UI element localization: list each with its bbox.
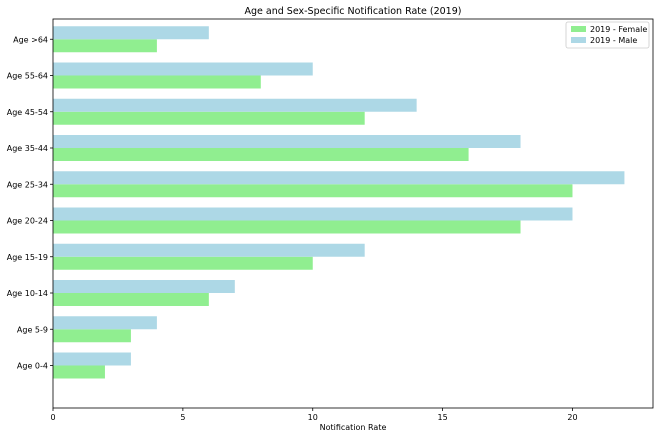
x-tick-label: 20 bbox=[567, 413, 577, 422]
y-tick-label: Age 25-34 bbox=[7, 180, 48, 189]
legend-swatch bbox=[571, 37, 586, 43]
bar-male-age-35-44 bbox=[53, 135, 521, 148]
legend-swatch bbox=[571, 26, 586, 32]
bar-female-age-25-34 bbox=[53, 184, 573, 198]
bar-female-age-10-14 bbox=[53, 293, 209, 306]
y-tick-label: Age 5-9 bbox=[17, 325, 48, 334]
bar-male-age-64 bbox=[53, 26, 209, 40]
chart-title: Age and Sex-Specific Notification Rate (… bbox=[245, 6, 462, 17]
bar-male-age-45-54 bbox=[53, 98, 417, 112]
bar-female-age-64 bbox=[53, 39, 157, 53]
bar-female-age-55-64 bbox=[53, 75, 261, 89]
y-tick-label: Age 10-14 bbox=[7, 289, 48, 298]
y-tick-label: Age >64 bbox=[13, 35, 48, 44]
x-tick-label: 5 bbox=[180, 413, 185, 422]
x-tick-label: 10 bbox=[308, 413, 318, 422]
y-tick-label: Age 0-4 bbox=[17, 362, 48, 371]
legend-box bbox=[565, 21, 650, 49]
bar-male-age-55-64 bbox=[53, 62, 313, 76]
legend-label: 2019 - Male bbox=[590, 36, 637, 45]
bar-female-age-5-9 bbox=[53, 329, 131, 343]
y-tick-label: Age 35-44 bbox=[7, 144, 48, 153]
x-tick-label: 0 bbox=[50, 413, 55, 422]
bar-female-age-0-4 bbox=[53, 365, 105, 379]
y-tick-label: Age 20-24 bbox=[7, 217, 48, 226]
bar-male-age-10-14 bbox=[53, 280, 235, 293]
legend-label: 2019 - Female bbox=[590, 25, 647, 34]
bar-male-age-15-19 bbox=[53, 243, 365, 257]
bar-male-age-20-24 bbox=[53, 207, 573, 221]
x-tick-label: 15 bbox=[438, 413, 448, 422]
plot-frame bbox=[52, 18, 654, 409]
bar-female-age-20-24 bbox=[53, 220, 521, 234]
bar-male-age-25-34 bbox=[53, 171, 625, 185]
bar-male-age-0-4 bbox=[53, 352, 131, 366]
y-tick-label: Age 55-64 bbox=[7, 72, 48, 81]
bar-female-age-35-44 bbox=[53, 148, 469, 161]
plot-area bbox=[53, 26, 625, 379]
y-tick-label: Age 45-54 bbox=[7, 108, 48, 117]
y-tick-label: Age 15-19 bbox=[7, 253, 48, 262]
bar-female-age-15-19 bbox=[53, 256, 313, 270]
bar-male-age-5-9 bbox=[53, 316, 157, 330]
bar-female-age-45-54 bbox=[53, 111, 365, 125]
legend: 2019 - Female 2019 - Male bbox=[565, 21, 650, 49]
x-axis-label: Notification Rate bbox=[320, 423, 387, 432]
